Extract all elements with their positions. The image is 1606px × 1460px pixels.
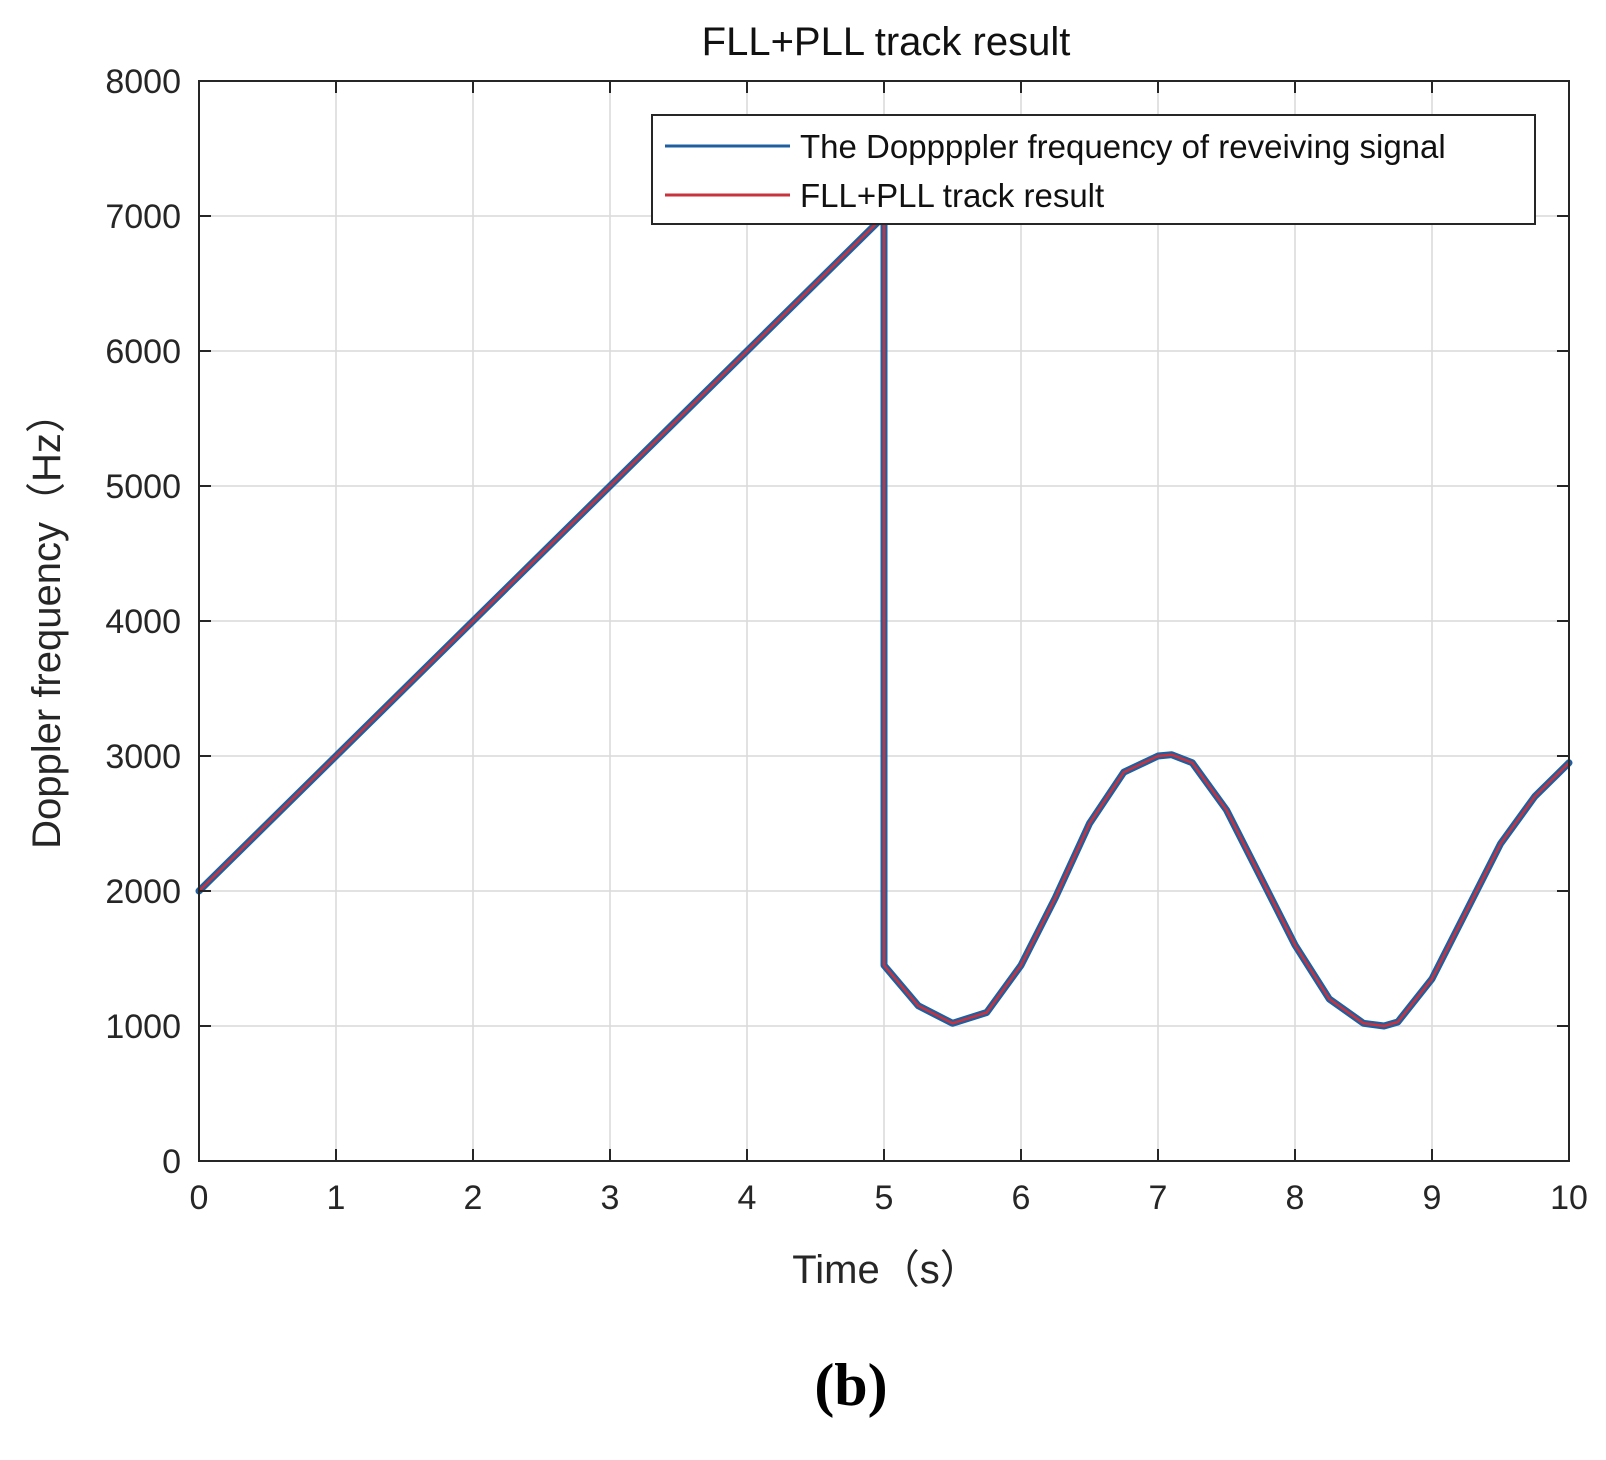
x-tick-label: 6 (1012, 1179, 1031, 1217)
y-tick-label: 1000 (105, 1008, 181, 1046)
x-tick-label: 8 (1286, 1179, 1305, 1217)
panel-label: (b) (814, 1352, 887, 1418)
y-tick-label: 2000 (105, 873, 181, 911)
y-tick-label: 8000 (105, 63, 181, 101)
x-tick-label: 5 (875, 1179, 894, 1217)
legend: The Doppppler frequency of reveiving sig… (651, 114, 1536, 225)
chart-title: FLL+PLL track result (702, 20, 1071, 64)
x-tick-label: 9 (1423, 1179, 1442, 1217)
x-tick-label: 1 (327, 1179, 346, 1217)
x-axis-label: Time（s） (792, 1248, 979, 1292)
y-tick-label: 4000 (105, 603, 181, 641)
x-tick-label: 7 (1149, 1179, 1168, 1217)
x-tick-label: 3 (601, 1179, 620, 1217)
y-tick-label: 6000 (105, 333, 181, 371)
x-tick-label: 4 (738, 1179, 757, 1217)
y-tick-label: 3000 (105, 738, 181, 776)
y-tick-label: 0 (162, 1143, 181, 1181)
series-layer (195, 212, 1573, 1030)
series-line-fll-pll-track (197, 214, 1571, 1028)
x-tick-label: 10 (1550, 1179, 1588, 1217)
x-tick-label: 2 (464, 1179, 483, 1217)
y-axis-label: Doppler frequency（Hz） (25, 393, 69, 849)
legend-label-blue: The Doppppler frequency of reveiving sig… (800, 128, 1446, 165)
y-tick-label: 5000 (105, 468, 181, 506)
ticks: 0 1 2 3 4 5 6 7 8 9 10 0 1000 2000 3000 4000 5000 6000 700… (105, 63, 1588, 1217)
x-tick-label: 0 (190, 1179, 209, 1217)
legend-box (651, 114, 1536, 225)
legend-label-red: FLL+PLL track result (800, 177, 1104, 214)
y-tick-label: 7000 (105, 198, 181, 236)
